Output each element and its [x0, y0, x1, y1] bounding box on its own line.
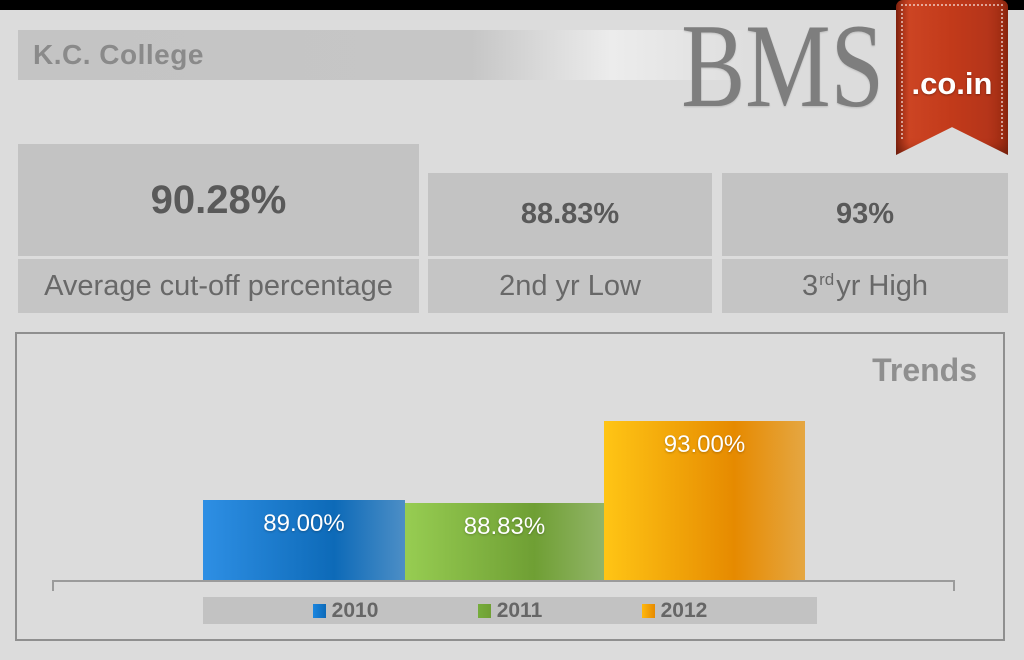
- legend-swatch-2011: [477, 603, 491, 618]
- legend-item-2012: 2012: [641, 598, 708, 623]
- bar-2012-value-label: 93.00%: [663, 431, 746, 458]
- college-title: K.C. College: [33, 39, 204, 70]
- stat-3rd-yr-high-value: 93%: [722, 173, 1008, 256]
- header-bar: K.C. College: [18, 30, 890, 80]
- legend-item-2011: 2011: [477, 598, 543, 623]
- legend-swatch-2012: [641, 603, 655, 618]
- legend-label-2011: 2011: [496, 598, 543, 622]
- stat-average-value: 90.28%: [18, 144, 419, 256]
- legend-label-2010: 2010: [331, 598, 379, 622]
- stat-3rd-yr-high-label-base: 3: [801, 269, 819, 302]
- bar-2011: 88.83%: [405, 503, 604, 581]
- stat-average-label: Average cut-off percentage: [18, 259, 419, 313]
- stat-2nd-yr-low-value: 88.83%: [428, 173, 712, 256]
- x-axis-right-tick: [953, 580, 955, 591]
- stat-2nd-yr-low-label: 2nd yr Low: [428, 259, 712, 313]
- bar-2010-value-label: 89.00%: [263, 510, 345, 537]
- ribbon-bookmark: .co.in: [896, 0, 1008, 155]
- chart-legend: 2010 2011 2012: [203, 597, 817, 624]
- bar-2011-value-label: 88.83%: [463, 513, 546, 540]
- chart-title: Trends: [872, 352, 977, 388]
- trends-chart-panel: Trends 89.00% 88.83% 93.00% 2010 2011 20…: [15, 332, 1005, 641]
- top-border-strip: [0, 0, 1024, 10]
- legend-label-2012: 2012: [660, 598, 708, 622]
- bms-logo-text: BMS: [681, 0, 884, 132]
- bar-2012: 93.00%: [604, 421, 805, 581]
- stat-3rd-yr-high-label-rest: yr High: [836, 269, 929, 302]
- bar-2010: 89.00%: [203, 500, 405, 581]
- ribbon-domain-text: .co.in: [911, 66, 993, 101]
- legend-item-2010: 2010: [312, 598, 379, 623]
- x-axis-left-tick: [52, 580, 54, 591]
- legend-swatch-2010: [312, 603, 326, 618]
- x-axis-line: [52, 580, 955, 582]
